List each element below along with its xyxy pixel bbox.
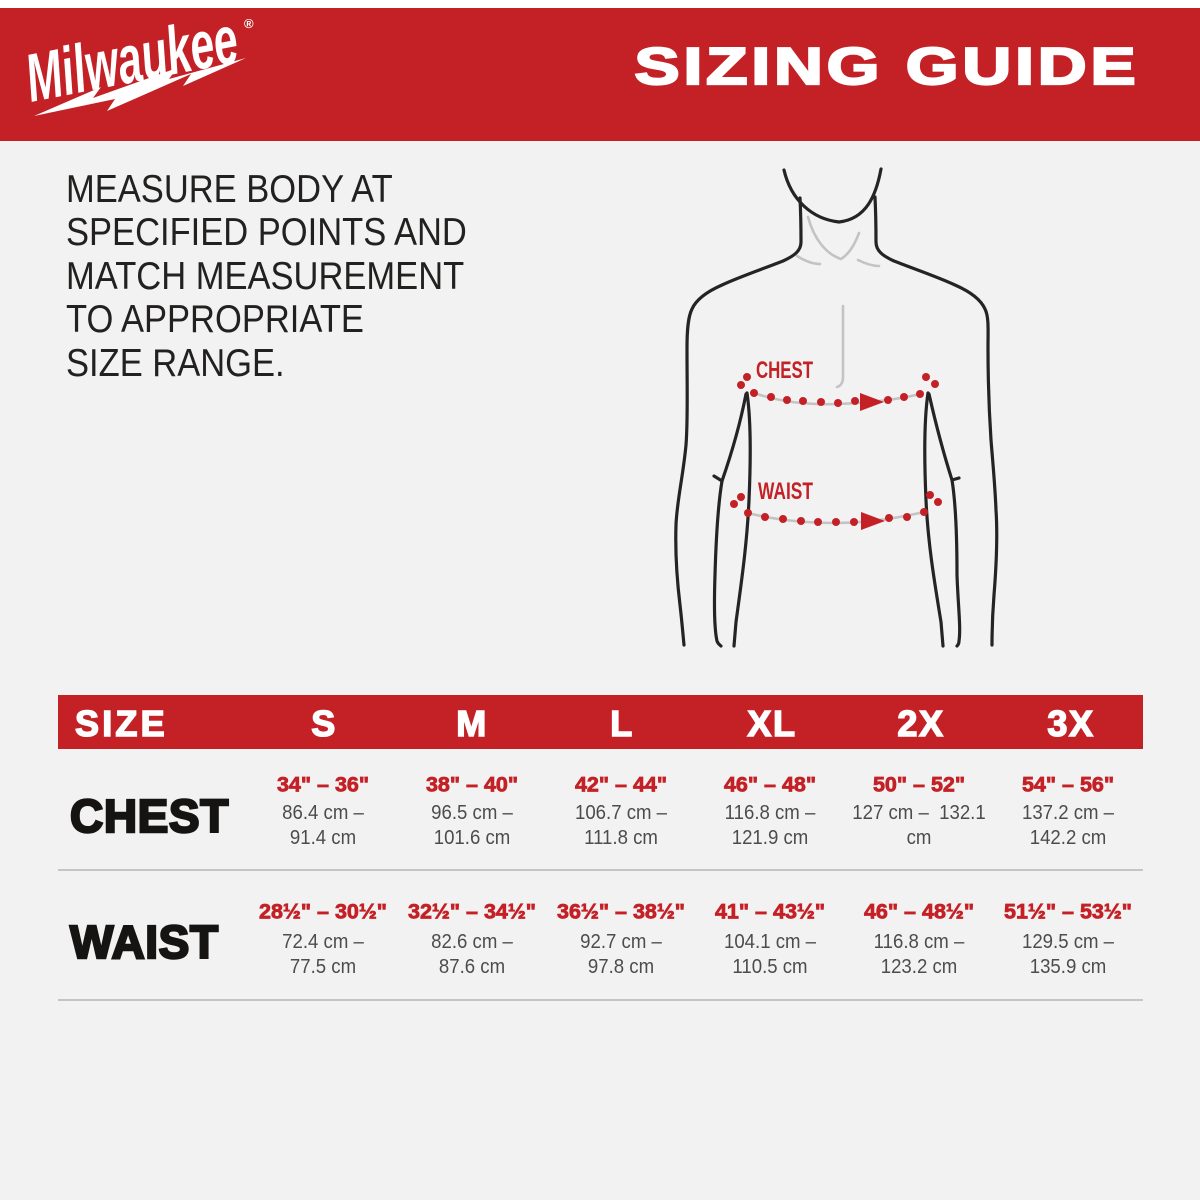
svg-text:®: ® (244, 16, 254, 31)
svg-text:WAIST: WAIST (758, 478, 813, 505)
svg-text:CHEST: CHEST (756, 357, 813, 384)
svg-text:Milwaukee: Milwaukee (25, 10, 244, 117)
